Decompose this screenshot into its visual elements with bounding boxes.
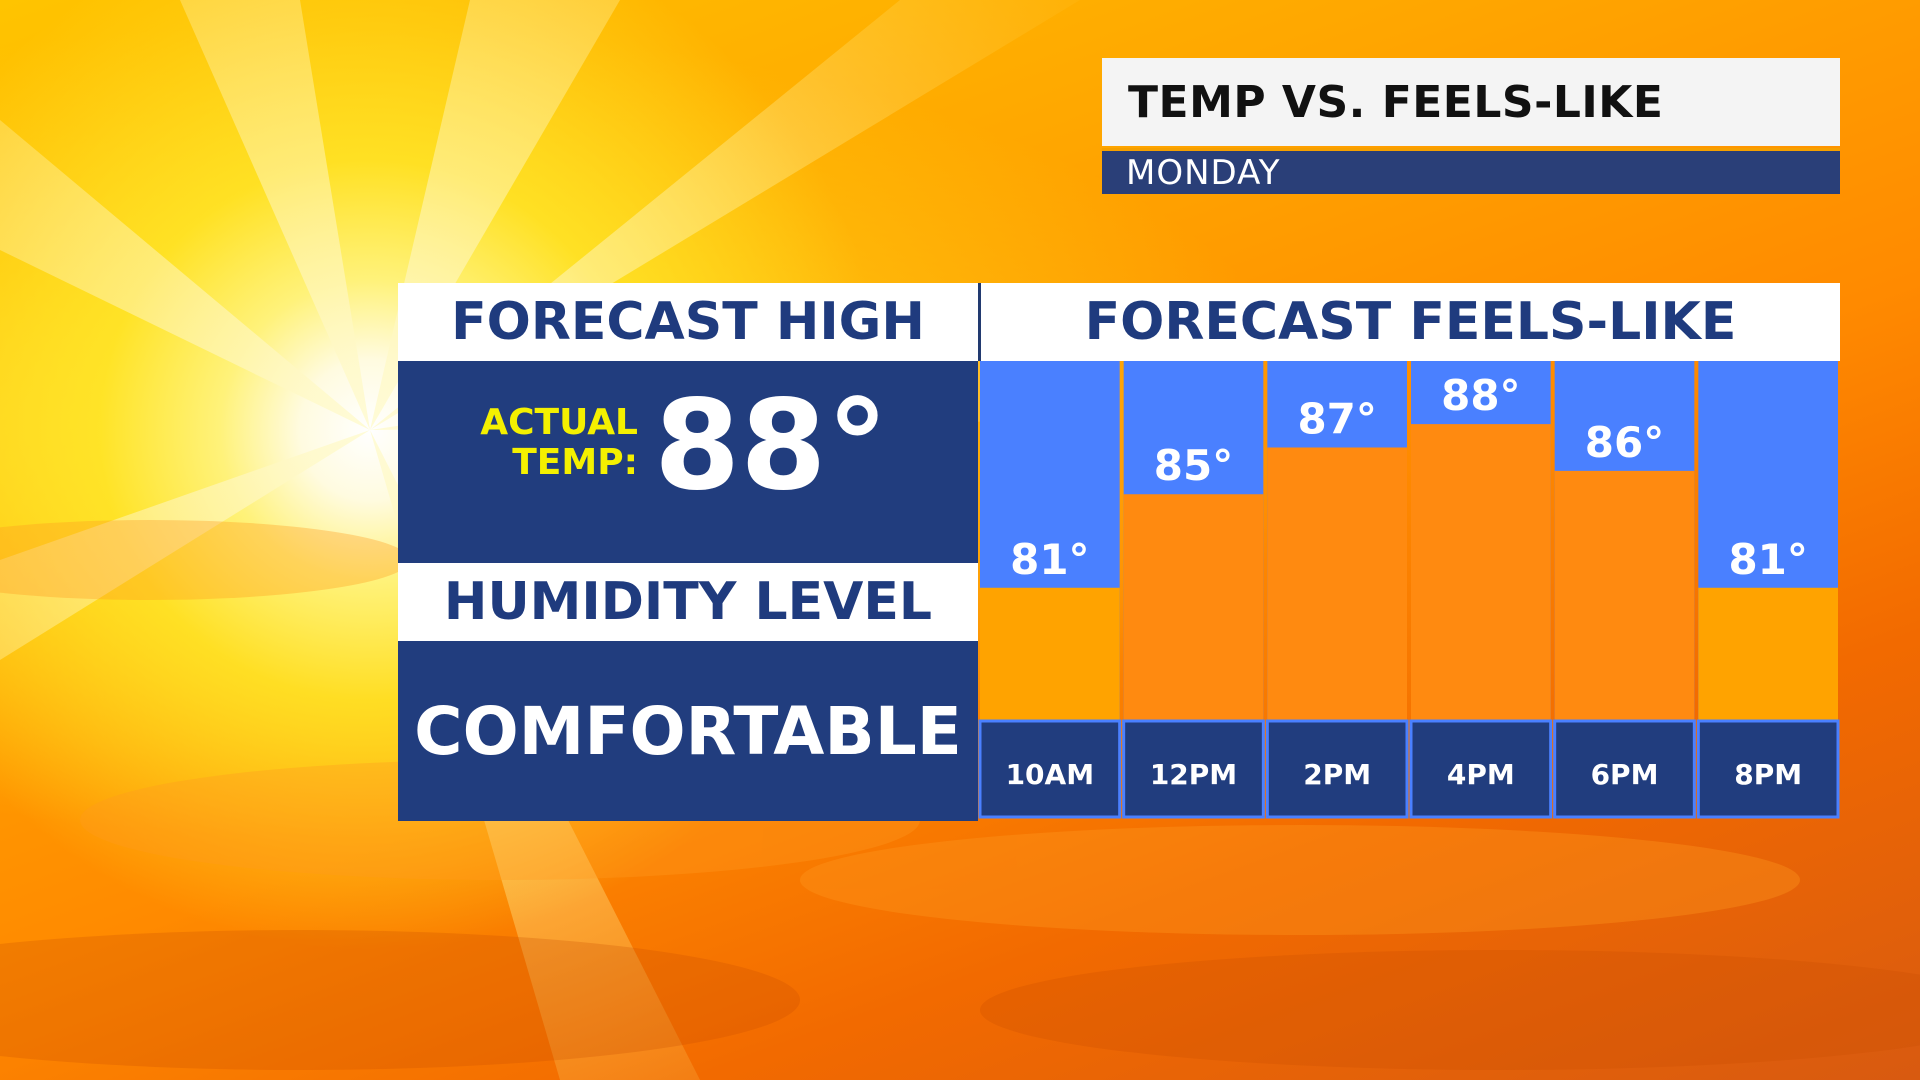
- chart-tick-label: 6PM: [1591, 758, 1659, 791]
- page-title: TEMP VS. FEELS-LIKE: [1128, 76, 1664, 128]
- chart-tick-label: 4PM: [1447, 758, 1515, 791]
- chart-category-cell: [1696, 719, 1840, 819]
- chart-bar: [1698, 587, 1838, 721]
- forecast-high-panel: FORECAST HIGH ACTUAL TEMP: 88° HUMIDITY …: [398, 283, 978, 821]
- chart-bar: [1554, 470, 1695, 721]
- humidity-value: COMFORTABLE: [398, 641, 978, 821]
- feels-like-panel: FORECAST FEELS-LIKE 81° 10AM 85° 12PM 87° 2PM…: [978, 283, 1840, 821]
- actual-temp-label-line2: TEMP:: [512, 442, 638, 483]
- chart-title: FORECAST FEELS-LIKE: [978, 283, 1840, 361]
- actual-temp-label: ACTUAL TEMP:: [448, 403, 638, 483]
- chart-value-label: 88°: [1441, 371, 1520, 420]
- chart-tick-label: 10AM: [1006, 758, 1095, 791]
- chart-category-cell: [978, 719, 1122, 819]
- actual-temp-label-line1: ACTUAL: [480, 402, 638, 443]
- chart-bar: [1411, 424, 1551, 721]
- chart-category-cell: [1409, 719, 1553, 819]
- chart-bar: [980, 587, 1120, 721]
- actual-temp-value: 88°: [654, 374, 889, 518]
- chart-value-label: 85°: [1154, 441, 1233, 490]
- panel-gap: [398, 541, 978, 563]
- chart-bar: [1267, 447, 1407, 721]
- day-label: MONDAY: [1126, 152, 1281, 193]
- chart-value-label: 81°: [1728, 535, 1807, 584]
- chart-value-label: 86°: [1585, 418, 1664, 467]
- chart-value-label: 87°: [1297, 394, 1376, 443]
- actual-temp-box: ACTUAL TEMP: 88°: [398, 361, 978, 541]
- chart-bar: [1123, 494, 1264, 721]
- chart-category-cell: [1122, 719, 1265, 819]
- chart-value-label: 81°: [1010, 535, 1089, 584]
- title-box: TEMP VS. FEELS-LIKE: [1102, 58, 1840, 146]
- humidity-heading: HUMIDITY LEVEL: [398, 563, 978, 641]
- forecast-high-heading: FORECAST HIGH: [398, 283, 978, 361]
- day-box: MONDAY: [1102, 148, 1840, 194]
- chart-tick-label: 8PM: [1734, 758, 1802, 791]
- feels-like-chart: 81° 10AM 85° 12PM 87° 2PM 88° 4PM 86° 6PM 81° 8PM: [978, 361, 1840, 821]
- chart-category-cell: [1265, 719, 1409, 819]
- chart-tick-label: 2PM: [1303, 758, 1371, 791]
- feels-like-chart-svg: 81° 10AM 85° 12PM 87° 2PM 88° 4PM 86° 6PM 81° 8PM: [978, 361, 1840, 819]
- chart-category-cell: [1553, 719, 1696, 819]
- chart-tick-label: 12PM: [1150, 758, 1237, 791]
